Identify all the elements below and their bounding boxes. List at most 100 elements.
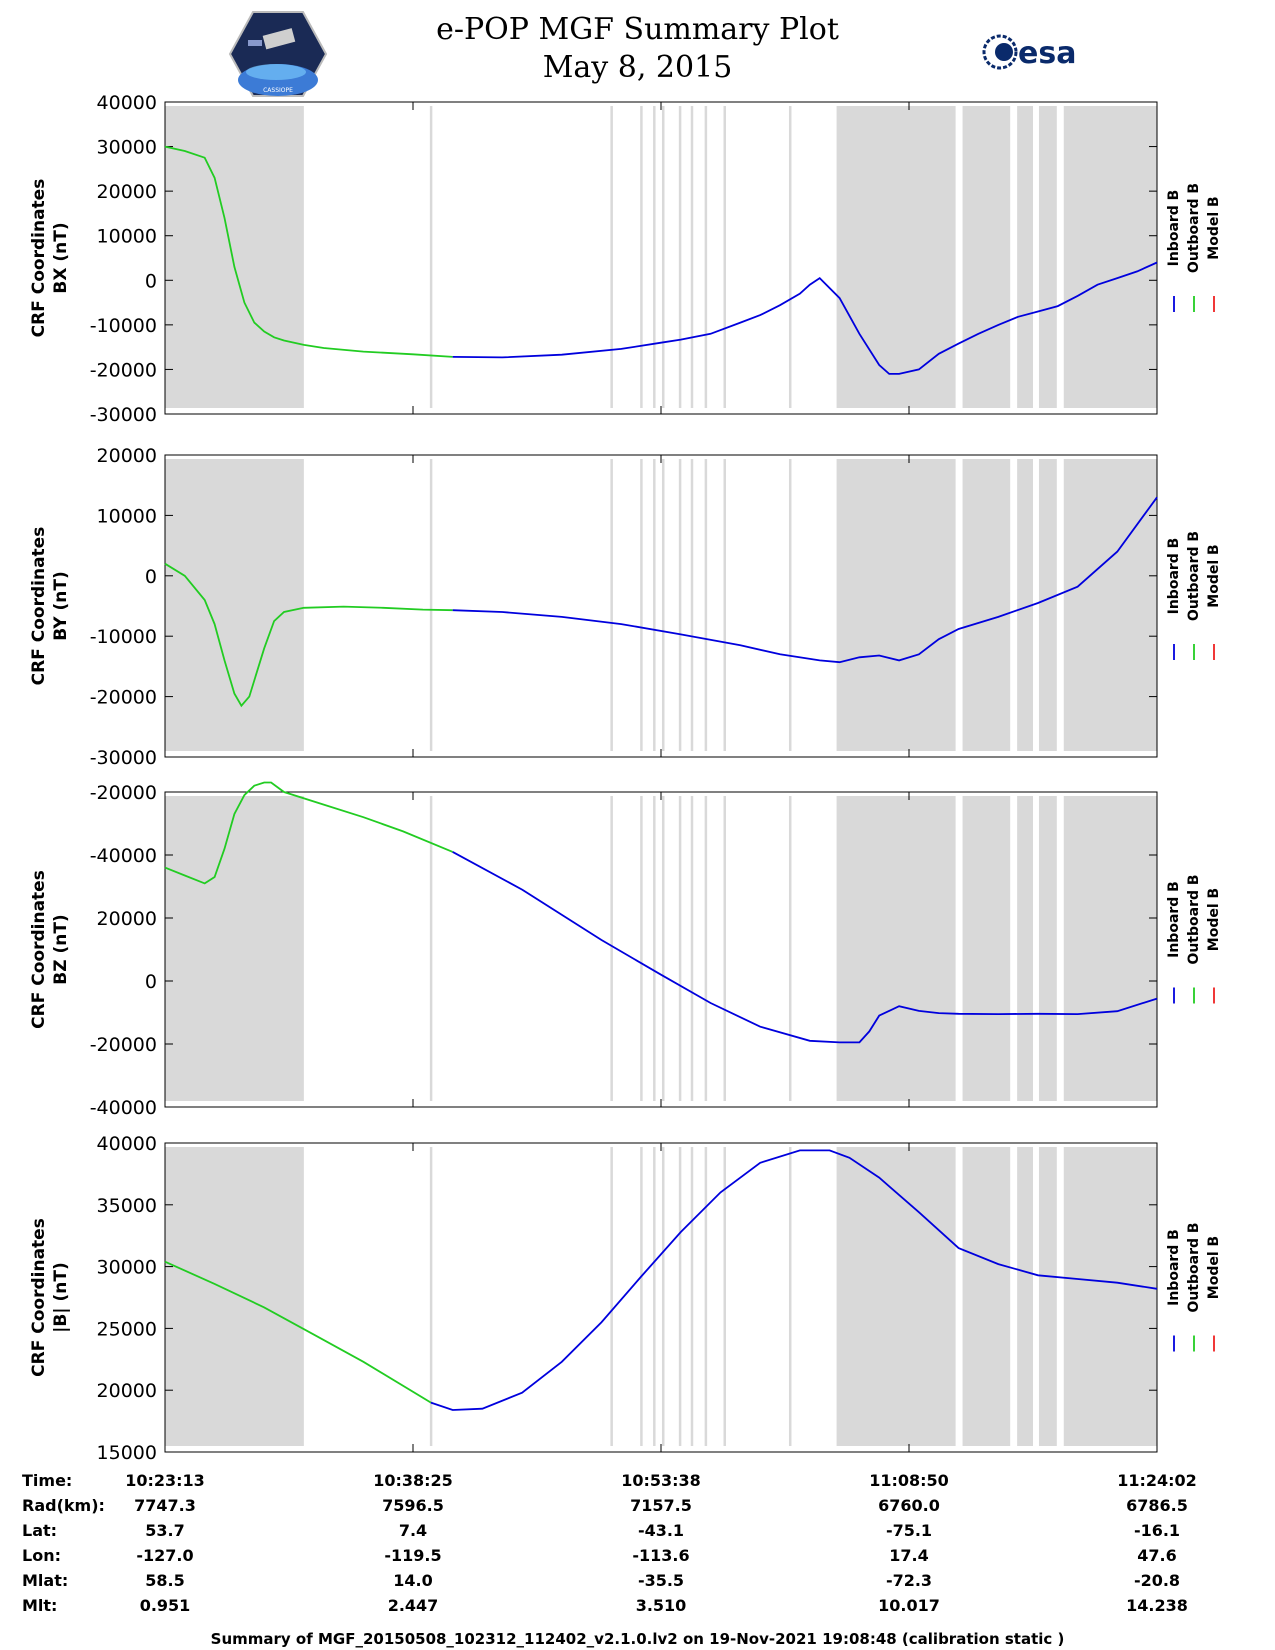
panel-3-gap-4 bbox=[1017, 796, 1033, 1101]
panel-1-ytick-label-3: -10000 bbox=[90, 315, 157, 337]
panel-1-thin-gap-2 bbox=[610, 106, 613, 408]
footer-cell: 14.238 bbox=[1126, 1596, 1188, 1615]
panel-1-series-inboard-b bbox=[452, 261, 1158, 375]
esa-logo-text: esa bbox=[1018, 36, 1076, 71]
panel-4-legend-label-1: Inboard B bbox=[1166, 1229, 1182, 1306]
footer-cell: -75.1 bbox=[885, 1521, 933, 1540]
panel-2-gap-4 bbox=[1017, 459, 1033, 751]
panel-1-ytick-label-6: 20000 bbox=[97, 181, 157, 203]
footer-row: Lat: 53.7 7.4 -43.1 -75.1 -16.1 bbox=[0, 1521, 1275, 1545]
panel-1-ylabel-line-2: BX (nT) bbox=[51, 222, 71, 293]
footer-cell: 7.4 bbox=[398, 1521, 428, 1540]
footer-row-label: Rad(km): bbox=[22, 1496, 105, 1515]
footer-row-label: Mlt: bbox=[22, 1596, 58, 1615]
panel-4-ytick-label-3: 25000 bbox=[97, 1318, 157, 1340]
panel-4-gap-2 bbox=[836, 1147, 956, 1446]
panel-3-thin-gap-10 bbox=[788, 796, 792, 1101]
panel-1-ytick-label-8: 40000 bbox=[97, 92, 157, 114]
panel-2-thin-gap-3 bbox=[640, 459, 643, 751]
panel-2-ytick-label-2: -20000 bbox=[90, 687, 157, 709]
panel-3-thin-gap-3 bbox=[640, 796, 643, 1101]
footer-cell: 6760.0 bbox=[878, 1496, 940, 1515]
panel-3-thin-gap-5 bbox=[661, 796, 665, 1101]
panel-1-gap-5 bbox=[1038, 106, 1057, 408]
footer-cell: 10:38:25 bbox=[373, 1471, 453, 1490]
cassiope-logo: CASSIOPE bbox=[228, 10, 328, 98]
panel-2-thin-gap-5 bbox=[661, 459, 665, 751]
panel-1-thin-gap-7 bbox=[690, 106, 694, 408]
footer-cell: 47.6 bbox=[1137, 1546, 1177, 1565]
esa-logo: esa bbox=[980, 32, 1100, 72]
footer-row: Mlat: 58.5 14.0 -35.5 -72.3 -20.8 bbox=[0, 1571, 1275, 1595]
footer-cell: -20.8 bbox=[1133, 1571, 1181, 1590]
footer-cell: 7596.5 bbox=[382, 1496, 444, 1515]
panel-2-ylabel-line-1: CRF Coordinates bbox=[29, 527, 49, 686]
panel-1-thin-gap-8 bbox=[704, 106, 708, 408]
panel-1-gap-6 bbox=[1063, 106, 1157, 408]
panel-2-legend-label-2: Outboard B bbox=[1186, 531, 1202, 621]
panel-4-legend-label-2: Outboard B bbox=[1186, 1222, 1202, 1312]
panel-3-thin-gap-6 bbox=[678, 796, 682, 1101]
panel-1-thin-gap-10 bbox=[788, 106, 792, 408]
panel-2-thin-gap-10 bbox=[788, 459, 792, 751]
panel-2-ytick-label-6: 20000 bbox=[97, 445, 157, 467]
panel-3-legend-label-2: Outboard B bbox=[1186, 874, 1202, 964]
title-line-1: e-POP MGF Summary Plot bbox=[436, 12, 839, 47]
footer-cell: 2.447 bbox=[387, 1596, 439, 1615]
footer-note: Summary of MGF_20150508_102312_112402_v2… bbox=[210, 1630, 1065, 1648]
panel-3-thin-gap-2 bbox=[610, 796, 613, 1101]
panel-1-thin-gap-1 bbox=[429, 106, 433, 408]
panel-3-thin-gap-1 bbox=[429, 796, 433, 1101]
panel-2-ytick-label-3: -10000 bbox=[90, 626, 157, 648]
panel-2-gap-3 bbox=[962, 459, 1011, 751]
panel-4-thin-gap-8 bbox=[704, 1147, 708, 1446]
panel-2-ytick-label-1: -30000 bbox=[90, 747, 157, 769]
panel-2-series-inboard-b bbox=[452, 496, 1158, 664]
panel-2-thin-gap-9 bbox=[723, 459, 726, 751]
panel-4-thin-gap-6 bbox=[678, 1147, 682, 1446]
panel-3-gap-5 bbox=[1038, 796, 1057, 1101]
footer-cell: 0.951 bbox=[139, 1596, 191, 1615]
footer-cell: 10.017 bbox=[878, 1596, 940, 1615]
panel-2-thin-gap-2 bbox=[610, 459, 613, 751]
panel-3-ytick-label-5: -40000 bbox=[90, 845, 157, 867]
panel-1-thin-gap-9 bbox=[723, 106, 726, 408]
footer-row-label: Lon: bbox=[22, 1546, 61, 1565]
panel-4-series-inboard-b bbox=[430, 1149, 1158, 1411]
footer-cell: 3.510 bbox=[635, 1596, 687, 1615]
footer-cell: 11:24:02 bbox=[1117, 1471, 1197, 1490]
footer-cell: 6786.5 bbox=[1126, 1496, 1188, 1515]
panel-3-ytick-label-3: 0 bbox=[145, 971, 157, 993]
panel-3-ytick-label-2: -20000 bbox=[90, 1034, 157, 1056]
footer-cell: 53.7 bbox=[145, 1521, 185, 1540]
panel-4-ytick-label-2: 20000 bbox=[97, 1380, 157, 1402]
panel-4-gap-3 bbox=[962, 1147, 1011, 1446]
panel-1-ytick-label-1: -30000 bbox=[90, 404, 157, 426]
panel-3-ylabel-line-1: CRF Coordinates bbox=[29, 870, 49, 1029]
panel-1-gap-1 bbox=[165, 106, 304, 408]
footer-row-label: Time: bbox=[22, 1471, 73, 1490]
panel-1-legend-label-2: Outboard B bbox=[1186, 183, 1202, 273]
panel-3-ytick-label-6: -20000 bbox=[90, 782, 157, 804]
panel-1-thin-gap-6 bbox=[678, 106, 682, 408]
panel-2-gap-1 bbox=[165, 459, 304, 751]
panel-2-thin-gap-1 bbox=[429, 459, 433, 751]
panel-4-ylabel-line-1: CRF Coordinates bbox=[29, 1218, 49, 1377]
footer-cell: -119.5 bbox=[384, 1546, 442, 1565]
panel-4-thin-gap-4 bbox=[653, 1147, 656, 1446]
panel-3-thin-gap-9 bbox=[723, 796, 726, 1101]
panel-4-thin-gap-9 bbox=[723, 1147, 726, 1446]
footer-cell: 14.0 bbox=[393, 1571, 433, 1590]
panel-2-thin-gap-4 bbox=[653, 459, 656, 751]
panel-3-thin-gap-8 bbox=[704, 796, 708, 1101]
footer-cell: -16.1 bbox=[1133, 1521, 1181, 1540]
panel-1-series-outboard-b bbox=[164, 145, 453, 358]
panel-2-thin-gap-6 bbox=[678, 459, 682, 751]
panel-2-gap-5 bbox=[1038, 459, 1057, 751]
footer-cell: 11:08:50 bbox=[869, 1471, 949, 1490]
panel-3-legend-label-1: Inboard B bbox=[1166, 881, 1182, 958]
panel-4-series-outboard-b bbox=[164, 1260, 432, 1404]
panel-4-ytick-label-4: 30000 bbox=[97, 1257, 157, 1279]
panel-4-ytick-label-6: 40000 bbox=[97, 1133, 157, 1155]
panel-1-thin-gap-5 bbox=[661, 106, 665, 408]
